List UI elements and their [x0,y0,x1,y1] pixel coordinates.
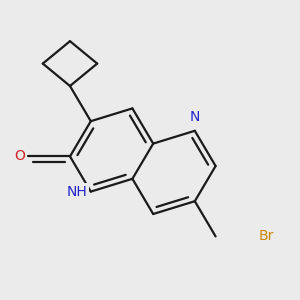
Text: N: N [190,110,200,124]
Text: O: O [14,149,25,164]
Text: Br: Br [259,230,274,243]
Text: NH: NH [67,184,88,199]
